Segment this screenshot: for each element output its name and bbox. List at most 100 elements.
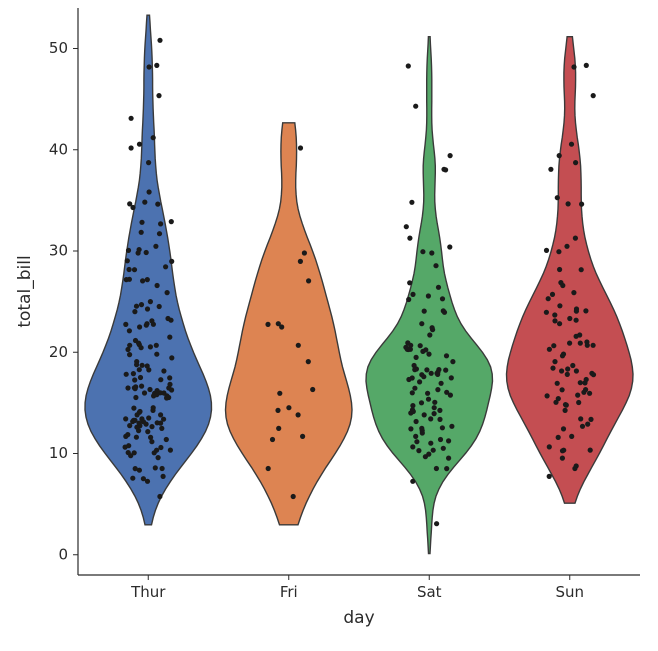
data-point (125, 258, 130, 263)
data-point (450, 359, 455, 364)
data-point (125, 432, 130, 437)
data-point (575, 393, 580, 398)
data-point (151, 405, 156, 410)
data-point (580, 424, 585, 429)
data-point (134, 425, 139, 430)
data-point (131, 418, 136, 423)
data-point (591, 343, 596, 348)
x-tick-label: Sat (417, 583, 442, 601)
data-point (439, 381, 444, 386)
data-point (129, 145, 134, 150)
data-point (130, 476, 135, 481)
data-point (139, 345, 144, 350)
data-point (277, 391, 282, 396)
data-point (157, 304, 162, 309)
data-point (440, 296, 445, 301)
data-point (142, 390, 147, 395)
data-point (560, 456, 565, 461)
data-point (139, 220, 144, 225)
data-point (142, 200, 147, 205)
data-point (560, 353, 565, 358)
data-point (569, 142, 574, 147)
data-point (164, 437, 169, 442)
data-point (158, 221, 163, 226)
data-point (167, 375, 172, 380)
data-point (137, 247, 142, 252)
data-point (139, 302, 144, 307)
y-tick-label: 10 (49, 444, 68, 462)
data-point (144, 323, 149, 328)
data-point (275, 408, 280, 413)
data-point (449, 424, 454, 429)
data-point (547, 347, 552, 352)
data-point (584, 63, 589, 68)
data-point (429, 250, 434, 255)
data-point (158, 377, 163, 382)
data-point (276, 321, 281, 326)
data-point (552, 312, 557, 317)
data-point (270, 437, 275, 442)
data-point (410, 292, 415, 297)
y-tick-label: 30 (49, 242, 68, 260)
data-point (140, 363, 145, 368)
data-point (145, 363, 150, 368)
data-point (123, 416, 128, 421)
data-point (449, 375, 454, 380)
data-point (265, 322, 270, 327)
data-point (137, 468, 142, 473)
data-point (157, 231, 162, 236)
data-point (412, 386, 417, 391)
data-point (420, 249, 425, 254)
data-point (428, 441, 433, 446)
data-point (132, 309, 137, 314)
data-point (444, 466, 449, 471)
data-point (132, 377, 137, 382)
data-point (444, 353, 449, 358)
data-point (577, 332, 582, 337)
data-point (548, 167, 553, 172)
data-point (296, 412, 301, 417)
data-point (550, 292, 555, 297)
data-point (155, 283, 160, 288)
data-point (169, 355, 174, 360)
data-point (127, 352, 132, 357)
data-point (547, 444, 552, 449)
data-point (147, 387, 152, 392)
data-point (567, 341, 572, 346)
data-point (157, 494, 162, 499)
data-point (134, 304, 139, 309)
data-point (159, 426, 164, 431)
data-point (429, 371, 434, 376)
data-point (437, 408, 442, 413)
data-point (164, 393, 169, 398)
data-point (156, 455, 161, 460)
data-point (136, 341, 141, 346)
data-point (544, 248, 549, 253)
data-point (127, 201, 132, 206)
data-point (426, 452, 431, 457)
data-point (422, 309, 427, 314)
data-point (144, 250, 149, 255)
data-point (161, 474, 166, 479)
data-point (544, 310, 549, 315)
data-point (137, 367, 142, 372)
data-point (432, 400, 437, 405)
data-point (550, 366, 555, 371)
data-point (157, 38, 162, 43)
data-point (557, 153, 562, 158)
data-point (154, 63, 159, 68)
data-point (408, 426, 413, 431)
data-point (437, 417, 442, 422)
data-point (419, 321, 424, 326)
data-point (435, 387, 440, 392)
data-point (432, 405, 437, 410)
data-point (573, 160, 578, 165)
data-point (158, 445, 163, 450)
data-point (306, 278, 311, 283)
data-point (134, 362, 139, 367)
data-point (446, 438, 451, 443)
data-point (426, 293, 431, 298)
data-point (135, 412, 140, 417)
data-point (407, 280, 412, 285)
data-point (156, 93, 161, 98)
